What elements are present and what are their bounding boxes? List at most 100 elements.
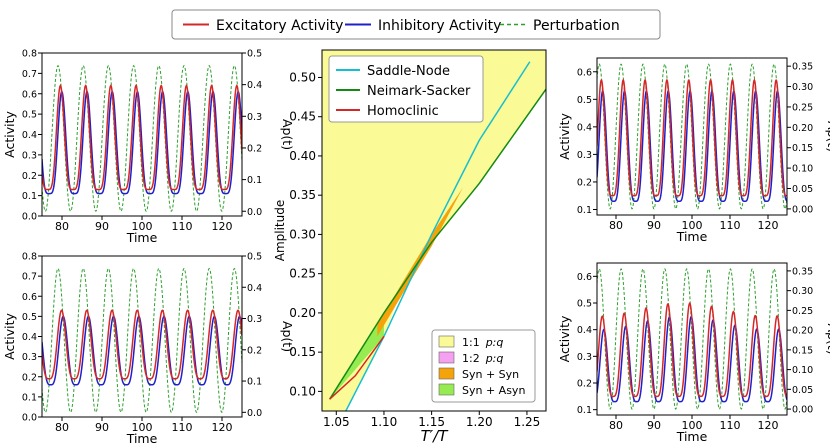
x-tick-label: 90 (95, 220, 109, 233)
y-tick-label: 0.0 (22, 212, 37, 223)
x-tick-label: 80 (55, 421, 69, 434)
y2-axis-label: Ap(t) (825, 323, 830, 354)
y-tick-label: 0.5 (577, 299, 592, 310)
series-line-excitatory-activity (42, 84, 242, 191)
y-axis-label: Activity (557, 113, 572, 160)
y-tick-label: 0.10 (289, 384, 316, 398)
x-tick-label: 1.15 (418, 415, 445, 429)
x-tick-label: 120 (758, 419, 779, 432)
x-tick-label: 100 (682, 219, 703, 232)
y2-tick-label: 0.1 (247, 175, 262, 186)
y2-tick-label: 0.00 (792, 405, 813, 416)
y-tick-label: 0.3 (577, 150, 592, 161)
series-line-inhibitory-activity (42, 91, 242, 195)
y-tick-label: 0.50 (289, 70, 316, 84)
figure-legend-frame (171, 9, 661, 40)
y2-tick-label: 0.1 (247, 377, 262, 388)
y-tick-label: 0.4 (22, 332, 37, 343)
region-legend-label: Syn + Asyn (462, 384, 525, 397)
y2-tick-label: 0.0 (247, 408, 262, 419)
y-tick-label: 0.4 (577, 122, 592, 133)
x-tick-label: 90 (95, 421, 109, 434)
region-legend-label: 1:1 p:q (462, 336, 503, 349)
x-axis-label: T′/T (421, 427, 450, 445)
series-line-perturbation (42, 64, 242, 212)
curve-legend-label: Homoclinic (367, 104, 439, 119)
panel-bottom-right: 80 90 100 110 120 0.1 0.2 0.3 0.4 0.5 0.6 0.00 0.05 0… (557, 262, 830, 444)
y-tick-label: 0.1 (22, 191, 37, 202)
y-tick-label: 0.2 (577, 177, 592, 188)
x-axis-label: Time (126, 230, 158, 245)
x-axis-label: Time (676, 229, 708, 244)
y-tick-label: 0.0 (22, 413, 37, 424)
legend-label-perturbation: Perturbation (533, 18, 620, 34)
y-tick-label: 0.6 (22, 89, 37, 100)
y2-tick-label: 0.0 (247, 207, 262, 218)
y-tick-label: 0.30 (289, 227, 316, 241)
y2-tick-label: 0.15 (792, 345, 813, 356)
curve-neimark-sacker (328, 88, 546, 400)
y-axis-label: Activity (2, 111, 17, 158)
x-axis-label: Time (676, 429, 708, 444)
x-axis-label: Time (126, 431, 158, 445)
y2-tick-label: 0.05 (792, 184, 813, 195)
y-tick-label: 0.5 (22, 110, 37, 121)
series-line-inhibitory-activity (42, 315, 242, 386)
x-tick-label: 100 (682, 419, 703, 432)
y2-tick-label: 0.25 (792, 306, 813, 317)
region-legend-swatch (438, 383, 455, 396)
y2-tick-label: 0.25 (792, 102, 813, 113)
y-tick-label: 0.40 (289, 149, 316, 163)
panel-top-right: 80 90 100 110 120 0.1 0.2 0.3 0.4 0.5 0.6 0.00 0.05 0… (557, 57, 830, 244)
y-tick-label: 0.7 (22, 272, 37, 283)
x-tick-label: 110 (172, 220, 193, 233)
y-tick-label: 0.15 (289, 345, 316, 359)
x-tick-label: 1.10 (371, 415, 398, 429)
y2-tick-label: 0.10 (792, 365, 813, 376)
region-legend-swatch (438, 351, 455, 364)
y2-tick-label: 0.5 (247, 252, 262, 263)
x-tick-label: 1.25 (514, 415, 541, 429)
x-tick-label: 90 (647, 419, 661, 432)
y-tick-label: 0.35 (289, 188, 316, 202)
y-tick-label: 0.3 (22, 150, 37, 161)
series-line-excitatory-activity (597, 301, 787, 398)
y2-tick-label: 0.3 (247, 112, 262, 123)
curve-legend-frame (328, 55, 484, 123)
y2-tick-label: 0.05 (792, 385, 813, 396)
x-tick-label: 120 (212, 220, 233, 233)
y-tick-label: 0.25 (289, 267, 316, 281)
x-tick-label: 100 (132, 220, 153, 233)
curve-legend: Saddle-Node Neimark-Sacker Homoclinic (328, 55, 484, 123)
region-legend: 1:1 p:q 1:2 p:q Syn + Syn Syn + Asyn (431, 329, 536, 403)
x-tick-label: 110 (720, 219, 741, 232)
x-tick-label: 120 (212, 421, 233, 434)
panel-bottom-left: 80 90 100 110 120 0.0 0.1 0.2 0.3 0.4 0.5 0.6 0.7 0.8… (2, 252, 295, 445)
x-tick-label: 80 (55, 220, 69, 233)
y-tick-label: 0.1 (577, 205, 592, 216)
x-tick-label: 80 (609, 419, 623, 432)
y-tick-label: 0.8 (22, 49, 37, 60)
curve-legend-label: Neimark-Sacker (367, 84, 471, 99)
legend-label-excitatory: Excitatory Activity (216, 18, 343, 34)
curve-legend-label: Saddle-Node (367, 64, 450, 79)
y-tick-label: 0.6 (22, 292, 37, 303)
series-line-perturbation (42, 267, 242, 413)
y-tick-label: 0.8 (22, 252, 37, 263)
y2-axis-label: Ap(t) (825, 121, 830, 152)
axes-frame (321, 49, 547, 412)
y2-tick-label: 0.3 (247, 314, 262, 325)
y2-tick-label: 0.4 (247, 283, 262, 294)
x-tick-label: 90 (647, 219, 661, 232)
y-tick-label: 0.3 (577, 352, 592, 363)
region-legend-swatch (438, 367, 455, 380)
y-tick-label: 0.7 (22, 69, 37, 80)
y-tick-label: 0.6 (577, 67, 592, 78)
y-tick-label: 0.3 (22, 352, 37, 363)
y-tick-label: 0.20 (289, 306, 316, 320)
y2-tick-label: 0.5 (247, 49, 262, 60)
y2-axis-label: Ap(t) (280, 321, 295, 352)
panel-top-left: 80 90 100 110 120 0.0 0.1 0.2 0.3 0.4 0.5 0.6 0.7 0.8… (2, 49, 295, 246)
y2-tick-label: 0.35 (792, 62, 813, 73)
region-legend-label: Syn + Syn (462, 368, 519, 381)
